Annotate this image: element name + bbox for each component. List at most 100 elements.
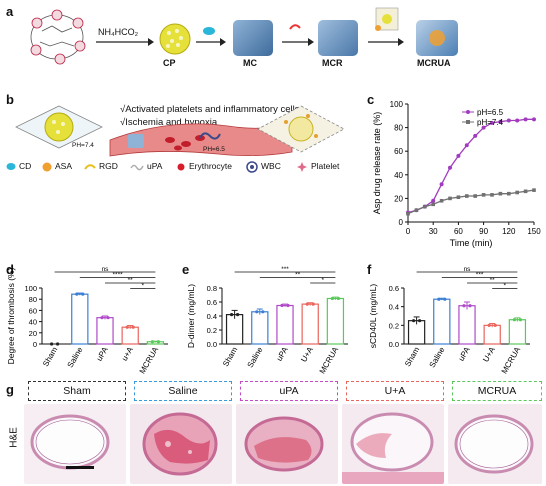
data-point	[336, 296, 340, 301]
data-point	[443, 297, 447, 301]
panel-label-d: d	[6, 262, 14, 277]
arrow-icon	[368, 38, 404, 46]
x-tick-label: 90	[479, 227, 488, 236]
data-point	[439, 198, 444, 203]
y-axis-label: Degree of thrombosis (%)	[6, 267, 16, 364]
stage-label-cp: CP	[163, 58, 176, 68]
arrow-icon	[196, 38, 226, 46]
stage-label-mcr: MCR	[322, 58, 343, 68]
panel-label-e: e	[182, 262, 190, 277]
panel-label-a: a	[6, 4, 14, 19]
legend-label-cd: CD	[19, 161, 32, 171]
significance-label: ns	[102, 266, 110, 273]
x-tick-label: 120	[502, 227, 516, 236]
upa-asa-icon	[375, 7, 399, 31]
group-label-u-plus-a: U+A	[346, 381, 444, 401]
y-tick-label: 0	[399, 218, 404, 227]
y-tick-label: 0.6	[207, 298, 217, 307]
y-axis-label: sCD40L (mg/mL)	[368, 284, 378, 349]
data-point	[156, 340, 160, 344]
condition-line-2: √Ischemia and hypoxia	[120, 117, 218, 128]
y-tick-label: 60	[29, 306, 37, 315]
arrow-icon	[96, 38, 154, 46]
bar	[508, 319, 527, 345]
data-point	[261, 310, 265, 314]
released-nanoparticle-icon	[257, 105, 345, 153]
mcrua-core-icon	[429, 30, 445, 46]
y-axis-label: D-dimer (mg/mL)	[186, 284, 196, 348]
y-tick-label: 20	[29, 329, 37, 338]
data-point	[280, 303, 284, 308]
data-point	[412, 319, 416, 323]
legend-label-erythrocyte: Erythrocyte	[189, 161, 232, 171]
data-point	[507, 191, 511, 196]
x-tick-label: U+A	[481, 345, 497, 364]
x-tick-label: uPA	[275, 345, 290, 363]
data-point	[230, 313, 234, 317]
x-axis-label: Time (min)	[450, 238, 493, 248]
y-tick-label: 0.0	[207, 340, 217, 349]
data-point	[125, 325, 129, 329]
data-point	[518, 318, 522, 322]
y-tick-label: 0.8	[207, 284, 217, 293]
data-point	[423, 204, 427, 209]
bar	[458, 305, 476, 345]
cd-icon	[6, 163, 16, 170]
series-line-0	[407, 118, 534, 214]
data-point	[506, 118, 511, 123]
panel-label-g: g	[6, 382, 14, 397]
bar	[96, 317, 114, 345]
data-point	[286, 303, 290, 308]
stage-label-mcrua: MCRUA	[417, 58, 451, 68]
data-point	[515, 190, 519, 195]
group-label-sham: Sham	[28, 381, 126, 401]
data-point	[330, 296, 334, 301]
significance-label: *	[504, 283, 507, 290]
mc-cube-icon	[233, 20, 273, 56]
ph-label-right: PH=6.5	[203, 146, 225, 153]
data-point	[106, 316, 110, 320]
data-point	[498, 119, 503, 124]
data-point	[498, 191, 503, 196]
significance-label: **	[295, 272, 301, 279]
data-point	[465, 194, 469, 198]
group-label-saline: Saline	[134, 381, 232, 401]
nanoparticle-diamond-icon	[15, 105, 103, 149]
x-tick-label: u+A	[120, 345, 135, 363]
rgd-icon	[84, 164, 96, 170]
panel-label-c: c	[367, 92, 375, 107]
reagent-label: NH₄HCO₂	[98, 27, 139, 37]
arrow-icon	[282, 38, 314, 46]
y-tick-label: 0.6	[389, 284, 399, 293]
data-point	[437, 297, 441, 301]
x-tick-label: Sham	[221, 345, 239, 368]
significance-label: ***	[476, 272, 484, 279]
x-tick-label: Sham	[403, 345, 421, 368]
legend-label: pH=6.5	[477, 108, 504, 117]
chart-c: 0 20 40 60 80 100 0 30 60 90 120 150 Time (min) Asp d…	[372, 100, 541, 248]
x-tick-label: MCRUA	[138, 345, 161, 375]
significance-label: ns	[464, 266, 472, 273]
data-point	[523, 189, 528, 194]
significance-label: **	[128, 277, 134, 284]
data-point	[100, 316, 104, 320]
y-tick-label: 100	[24, 284, 37, 293]
bar	[433, 298, 451, 345]
cyclodextrin-structure-icon	[30, 9, 86, 65]
legend-label-upa: uPA	[147, 161, 163, 171]
bar	[301, 303, 319, 345]
data-point	[311, 302, 315, 306]
data-point	[464, 143, 469, 148]
data-point	[418, 319, 422, 323]
data-point	[473, 133, 478, 138]
y-tick-label: 80	[394, 124, 403, 133]
y-axis-label: Asp drug release rate (%)	[372, 112, 382, 215]
data-point	[487, 323, 491, 327]
panel-label-f: f	[367, 262, 372, 277]
x-tick-label: 0	[406, 227, 411, 236]
data-point	[81, 292, 85, 296]
histology-image-upa	[236, 404, 338, 484]
legend-label-wbc: WBC	[261, 161, 281, 171]
data-point	[490, 193, 494, 197]
x-tick-label: Saline	[246, 345, 265, 369]
